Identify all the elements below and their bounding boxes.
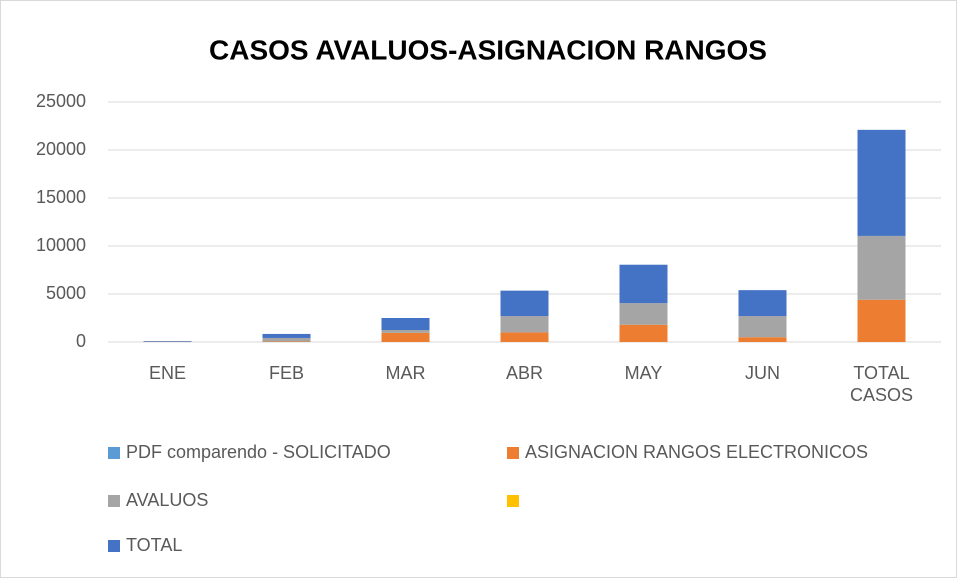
bar-segment xyxy=(500,290,549,317)
bar-segment xyxy=(262,333,311,338)
y-tick-label: 0 xyxy=(76,331,86,351)
bar-segment xyxy=(619,324,668,342)
legend-label: TOTAL xyxy=(126,535,182,555)
chart-title: CASOS AVALUOS-ASIGNACION RANGOS xyxy=(209,34,767,65)
bar-segment xyxy=(381,330,430,333)
bar-segment xyxy=(500,316,549,333)
legend-label: ASIGNACION RANGOS ELECTRONICOS xyxy=(525,442,868,462)
x-tick-label: MAR xyxy=(385,363,426,383)
legend-swatch xyxy=(108,540,120,552)
y-tick-label: 10000 xyxy=(36,235,86,255)
bar-segment xyxy=(500,332,549,342)
bar-segment xyxy=(738,337,787,342)
legend-swatch xyxy=(108,447,120,459)
x-tick-label: JUN xyxy=(745,363,780,383)
legend-swatch xyxy=(507,447,519,459)
bar-segment xyxy=(619,303,668,325)
bar-segment xyxy=(381,318,430,330)
x-tick-label: FEB xyxy=(268,363,304,383)
y-tick-label: 15000 xyxy=(36,187,86,207)
x-tick-label: TOTAL CASOS xyxy=(849,363,914,405)
x-tick-label: MAY xyxy=(624,363,663,383)
bar-segment xyxy=(381,332,430,342)
bar-segment xyxy=(857,235,906,300)
bar-segment xyxy=(738,290,787,317)
bar-segment xyxy=(619,264,668,304)
x-tick-label: ENE xyxy=(148,363,186,383)
y-tick-label: 5000 xyxy=(46,283,86,303)
x-tick-label: ABR xyxy=(505,363,543,383)
bar-segment xyxy=(262,337,311,342)
legend-label: PDF comparendo - SOLICITADO xyxy=(126,442,391,462)
y-tick-label: 20000 xyxy=(36,139,86,159)
legend-swatch xyxy=(507,495,519,507)
bar-segment xyxy=(738,316,787,338)
y-tick-label: 25000 xyxy=(36,91,86,111)
bar-segment xyxy=(857,299,906,342)
bar-segment xyxy=(857,129,906,236)
legend-label: AVALUOS xyxy=(126,490,208,510)
legend-swatch xyxy=(108,495,120,507)
